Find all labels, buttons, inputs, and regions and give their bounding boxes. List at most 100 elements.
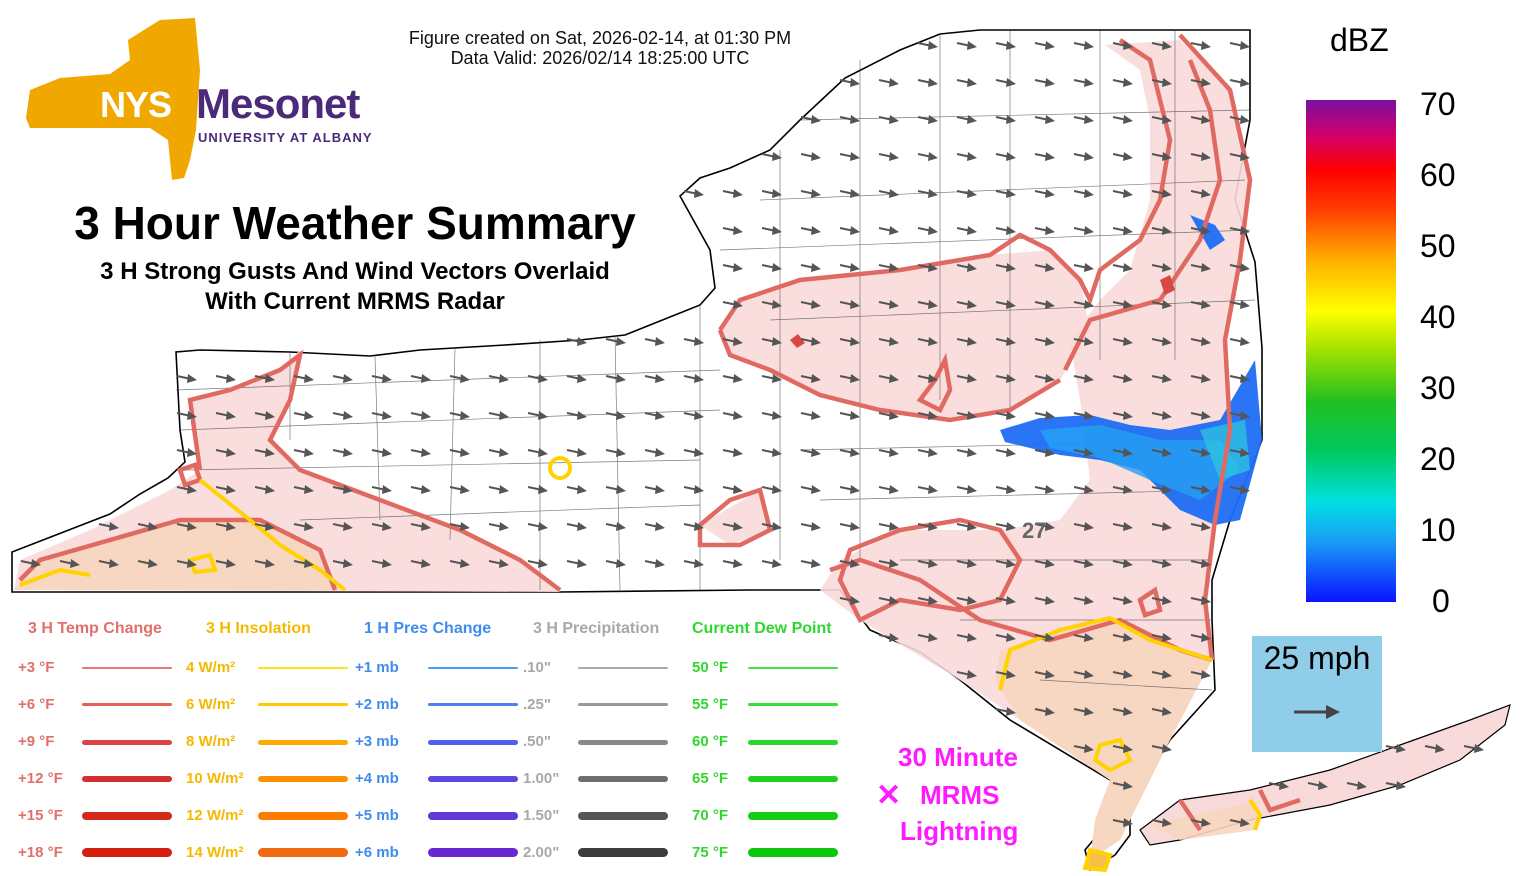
wind-vector-head [811, 115, 821, 124]
wind-vector-head [850, 596, 860, 605]
wind-vector-head [733, 189, 743, 198]
lightning-marker-icon: ✕ [876, 779, 902, 812]
wind-vector-head [850, 485, 860, 494]
legend-insolation-line [258, 739, 348, 745]
wind-vector-head [1084, 189, 1094, 198]
legend-pressure-label: +4 mb [355, 770, 399, 787]
wind-vector-head [1045, 374, 1055, 383]
wind-vector-head [616, 374, 626, 383]
wind-vector-head [1240, 226, 1250, 235]
wind-vector-head [850, 337, 860, 346]
legend-pressure-line [428, 703, 518, 707]
wind-vector-head [1240, 448, 1250, 457]
wind-vector-head [772, 559, 782, 568]
legend-temp-line [82, 775, 172, 782]
wind-vector-head [1240, 818, 1250, 827]
wind-vector-head [850, 189, 860, 198]
wind-vector-head [1123, 781, 1133, 790]
wind-vector-head [772, 448, 782, 457]
wind-vector-head [967, 485, 977, 494]
wind-vector-head [772, 300, 782, 309]
wind-vector-head [577, 522, 587, 531]
wind-vector-head [733, 485, 743, 494]
wind-vector-head [1201, 670, 1211, 679]
wind-vector-head [928, 300, 938, 309]
wind-vector-head [1006, 448, 1016, 457]
wind-vector-head [928, 337, 938, 346]
wind-vector-head [811, 152, 821, 161]
wind-vector-head [1123, 263, 1133, 272]
wind-vector-head [967, 263, 977, 272]
wind-vector-head [1006, 596, 1016, 605]
legend-temp-header: 3 H Temp Change [28, 620, 162, 637]
wind-vector-head [382, 522, 392, 531]
wind-vector-head [304, 448, 314, 457]
wind-vector-head [967, 522, 977, 531]
wind-vector-head [889, 448, 899, 457]
wind-vector-head [1045, 337, 1055, 346]
wind-vector-head [967, 78, 977, 87]
wind-vector-head [967, 448, 977, 457]
wind-vector-head [889, 226, 899, 235]
wind-vector-head [811, 559, 821, 568]
wind-vector-head [772, 522, 782, 531]
wind-vector-head [343, 411, 353, 420]
wind-vector-head [226, 559, 236, 568]
data-valid-label: Data Valid: 2026/02/14 18:25:00 UTC [450, 48, 750, 68]
wind-vector-head [889, 374, 899, 383]
wind-vector-head [460, 485, 470, 494]
legend-pressure-line [428, 848, 518, 858]
wind-vector-head [577, 411, 587, 420]
wind-vector-head [1240, 152, 1250, 161]
wind-vector-head [655, 411, 665, 420]
wind-vector-head [889, 559, 899, 568]
legend-temp-label: +15 °F [18, 807, 63, 824]
legend-temp-label: +12 °F [18, 770, 63, 787]
wind-vector-head [382, 448, 392, 457]
wind-vector-head [577, 448, 587, 457]
wind-vector-head [1045, 670, 1055, 679]
temp-hotspot-2 [790, 334, 805, 348]
wind-vector-head [1084, 374, 1094, 383]
legend-dewpoint-label: 70 °F [692, 807, 729, 824]
wind-vector-head [304, 522, 314, 531]
wind-vector-head [538, 448, 548, 457]
wind-vector-head [1006, 41, 1016, 50]
wind-vector-head [460, 522, 470, 531]
wind-vector-head [1084, 78, 1094, 87]
wind-vector-head [967, 670, 977, 679]
wind-vector-head [1396, 744, 1406, 753]
wind-vector-head [304, 411, 314, 420]
wind-vector-head [1084, 41, 1094, 50]
wind-vector-head [1006, 263, 1016, 272]
wind-vector-head [265, 448, 275, 457]
wind-vector-head [226, 485, 236, 494]
wind-vector-head [499, 522, 509, 531]
wind-vector-head [1006, 485, 1016, 494]
wind-vector-head [1396, 781, 1406, 790]
wind-vector-head [1240, 337, 1250, 346]
wind-vector-head [772, 189, 782, 198]
wind-vector-head [1201, 485, 1211, 494]
wind-vector-head [538, 411, 548, 420]
wind-vector-head [343, 559, 353, 568]
wind-vector-head [733, 411, 743, 420]
wind-vector-head [304, 374, 314, 383]
wind-vector-head [694, 485, 704, 494]
legend-precip-label: .10" [523, 659, 551, 676]
wind-vector-head [1201, 596, 1211, 605]
legend-pressure-label: +3 mb [355, 733, 399, 750]
wind-vector-head [1123, 448, 1133, 457]
wind-vector-head [967, 152, 977, 161]
wind-vector-head [1084, 448, 1094, 457]
wind-vector-head [1123, 818, 1133, 827]
wind-vector-head [811, 226, 821, 235]
wind-vector-head [967, 374, 977, 383]
wind-vector-head [967, 115, 977, 124]
legend-precip-line [578, 703, 668, 707]
wind-vector-head [811, 337, 821, 346]
wind-vector-head [499, 559, 509, 568]
lightning-label-1: 30 Minute [898, 742, 1018, 772]
wind-vector-head [343, 448, 353, 457]
legend-insolation-line [258, 848, 348, 858]
